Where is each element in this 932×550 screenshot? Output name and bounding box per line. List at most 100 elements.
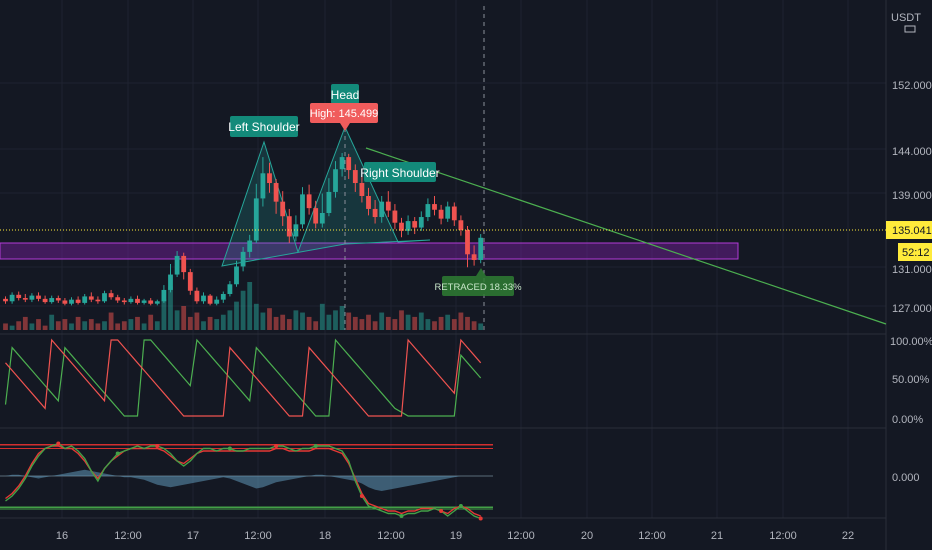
candle-body[interactable] xyxy=(260,173,266,199)
retraced-text: RETRACED 18.33% xyxy=(434,282,522,293)
price-axis[interactable]: USDT 152.000 144.000 139.000 131.000 127… xyxy=(886,12,932,315)
candle-body[interactable] xyxy=(42,298,48,303)
candle-body[interactable] xyxy=(399,222,404,231)
candle-body[interactable] xyxy=(69,299,74,304)
candle-body[interactable] xyxy=(425,204,431,218)
candle-body[interactable] xyxy=(88,296,94,300)
candle-body[interactable] xyxy=(300,194,305,225)
support-zone[interactable] xyxy=(0,242,739,260)
candlestick-series[interactable] xyxy=(3,153,484,306)
volume-bar xyxy=(313,321,319,330)
aroon-up-line[interactable] xyxy=(4,338,482,417)
candle-body[interactable] xyxy=(240,251,246,267)
candle-body[interactable] xyxy=(161,289,167,302)
oscillator-axis[interactable]: 100.00% 50.00% 0.00% xyxy=(890,336,932,426)
candle-body[interactable] xyxy=(273,183,279,202)
time-axis[interactable]: 16 12:00 17 12:00 18 12:00 19 12:00 20 12:00 21 12:… xyxy=(56,530,854,542)
volume-bar xyxy=(108,312,114,330)
candle-body[interactable] xyxy=(181,255,187,273)
candle-body[interactable] xyxy=(201,295,206,302)
candle-body[interactable] xyxy=(280,201,286,217)
candle-body[interactable] xyxy=(366,195,371,209)
candle-body[interactable] xyxy=(253,198,259,241)
candle-body[interactable] xyxy=(286,216,292,237)
candle-body[interactable] xyxy=(412,221,418,228)
candle-body[interactable] xyxy=(392,210,398,223)
candle-body[interactable] xyxy=(346,157,352,171)
aroon-down-line[interactable] xyxy=(5,338,482,417)
high-price-label[interactable]: High: 145.499 xyxy=(310,103,379,131)
candle-body[interactable] xyxy=(187,272,193,291)
candle-body[interactable] xyxy=(174,255,180,275)
candle-body[interactable] xyxy=(451,206,457,221)
candle-body[interactable] xyxy=(207,295,213,304)
candle-body[interactable] xyxy=(326,191,332,213)
volume-bar xyxy=(273,316,279,330)
candle-body[interactable] xyxy=(313,208,319,224)
candle-body[interactable] xyxy=(128,298,134,303)
volume-bar xyxy=(102,321,107,330)
candle-body[interactable] xyxy=(220,293,226,300)
candle-body[interactable] xyxy=(29,295,35,300)
candle-body[interactable] xyxy=(154,301,160,304)
candle-body[interactable] xyxy=(359,183,365,196)
candle-body[interactable] xyxy=(478,237,484,260)
candle-body[interactable] xyxy=(194,290,200,302)
retraced-label[interactable]: RETRACED 18.33% xyxy=(434,268,522,296)
candle-body[interactable] xyxy=(333,169,338,192)
candle-body[interactable] xyxy=(135,298,140,303)
momentum-axis[interactable]: 0.000 xyxy=(892,472,920,484)
candle-body[interactable] xyxy=(385,201,391,211)
candle-body[interactable] xyxy=(9,294,15,302)
candle-body[interactable] xyxy=(352,170,358,184)
candle-body[interactable] xyxy=(3,298,8,302)
candle-body[interactable] xyxy=(95,299,101,302)
candle-body[interactable] xyxy=(168,274,173,290)
candle-body[interactable] xyxy=(141,300,147,303)
candle-body[interactable] xyxy=(108,293,114,298)
candle-body[interactable] xyxy=(445,206,451,219)
candle-body[interactable] xyxy=(121,300,127,303)
candle-body[interactable] xyxy=(306,194,312,209)
candle-body[interactable] xyxy=(471,254,477,260)
left-shoulder-label[interactable]: Left Shoulder xyxy=(228,116,300,137)
candle-body[interactable] xyxy=(339,157,345,170)
candle-body[interactable] xyxy=(293,224,299,237)
candle-body[interactable] xyxy=(75,299,81,303)
right-shoulder-label[interactable]: Right Shoulder xyxy=(360,162,440,182)
candle-body[interactable] xyxy=(458,220,464,230)
candle-body[interactable] xyxy=(418,217,424,228)
candle-body[interactable] xyxy=(22,298,28,300)
candle-body[interactable] xyxy=(214,299,220,304)
aroon-oscillator-pane[interactable] xyxy=(4,338,482,417)
volume-bar xyxy=(286,319,292,330)
candle-body[interactable] xyxy=(62,300,68,304)
candle-body[interactable] xyxy=(379,201,385,218)
currency-menu-icon[interactable] xyxy=(904,25,916,33)
descending-trendline[interactable] xyxy=(365,147,887,325)
volume-bar xyxy=(465,316,470,330)
candle-body[interactable] xyxy=(319,212,325,224)
candle-body[interactable] xyxy=(267,173,272,184)
candle-body[interactable] xyxy=(438,209,444,219)
candle-body[interactable] xyxy=(432,204,437,210)
volume-bar xyxy=(148,314,154,330)
candle-body[interactable] xyxy=(247,240,253,252)
candle-body[interactable] xyxy=(16,294,22,299)
candle-body[interactable] xyxy=(49,298,55,303)
candle-body[interactable] xyxy=(102,293,107,302)
candle-body[interactable] xyxy=(372,208,378,218)
candle-body[interactable] xyxy=(115,297,121,301)
candle-body[interactable] xyxy=(465,230,470,255)
candle-body[interactable] xyxy=(36,295,41,299)
head-label[interactable]: Head xyxy=(331,84,360,104)
momentum-pane[interactable] xyxy=(0,441,493,521)
candle-body[interactable] xyxy=(227,284,233,294)
candle-body[interactable] xyxy=(148,300,154,304)
candle-body[interactable] xyxy=(234,266,239,285)
candle-body[interactable] xyxy=(82,296,88,303)
candle-body[interactable] xyxy=(55,298,61,301)
candle-body[interactable] xyxy=(405,221,411,231)
volume-bar xyxy=(174,310,180,330)
